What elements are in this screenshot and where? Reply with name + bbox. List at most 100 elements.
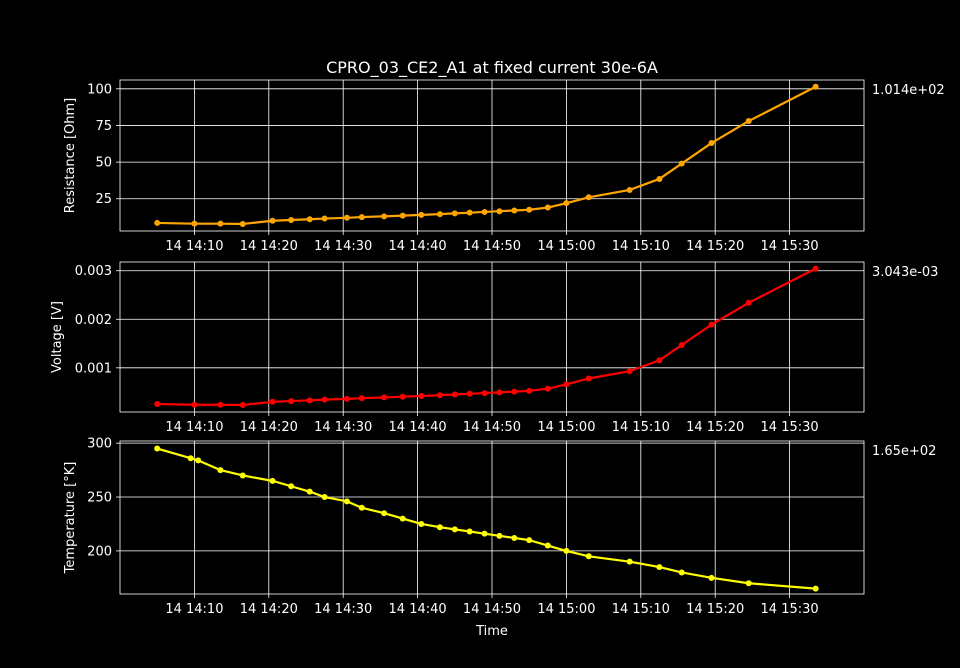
data-point — [239, 402, 246, 409]
last-value-label: 3.043e-03 — [872, 265, 938, 280]
data-point — [239, 220, 246, 227]
y-tick-label: 0.002 — [75, 313, 112, 328]
subplot-1: 14 14:10 14 14:20 14 14:30 14 14:40 14 14:50… — [63, 79, 945, 254]
x-tick-label: 14 15:20 — [686, 420, 744, 435]
data-point — [745, 118, 752, 125]
data-point — [217, 401, 224, 408]
data-point — [358, 214, 365, 221]
data-point — [451, 526, 458, 533]
y-axis-label: Voltage [V] — [50, 301, 65, 373]
last-value-label: 1.014e+02 — [872, 83, 945, 98]
data-point — [239, 472, 246, 479]
x-tick-label: 14 15:00 — [537, 602, 595, 617]
data-point — [526, 537, 533, 544]
x-tick-label: 14 14:10 — [165, 602, 223, 617]
subplots: 14 14:10 14 14:20 14 14:30 14 14:40 14 14:50… — [50, 79, 945, 639]
data-point — [481, 530, 488, 537]
x-tick-label: 14 15:20 — [686, 602, 744, 617]
series-line — [156, 447, 816, 590]
y-tick-label: 0.001 — [75, 361, 112, 376]
data-point — [418, 211, 425, 218]
data-point — [481, 390, 488, 397]
data-point — [343, 498, 350, 505]
y-tick-label: 100 — [87, 82, 112, 97]
data-point — [466, 528, 473, 535]
y-tick-label: 75 — [95, 119, 112, 134]
x-tick-label: 14 14:20 — [240, 602, 298, 617]
y-axis-label: Resistance [Ohm] — [63, 98, 78, 213]
data-point — [217, 220, 224, 227]
data-point — [708, 321, 715, 328]
x-tick-label: 14 14:50 — [463, 239, 521, 254]
data-point — [544, 542, 551, 549]
data-point — [154, 219, 161, 226]
x-tick-label: 14 14:30 — [314, 420, 372, 435]
data-point — [399, 393, 406, 400]
subplot-2: 14 14:10 14 14:20 14 14:30 14 14:40 14 14:50… — [50, 261, 938, 435]
data-point — [358, 395, 365, 402]
data-point — [154, 445, 161, 452]
data-point — [451, 391, 458, 398]
axes-frame — [119, 261, 865, 413]
data-point — [154, 400, 161, 407]
data-point — [187, 455, 194, 462]
x-tick-label: 14 15:00 — [537, 420, 595, 435]
data-point — [526, 206, 533, 213]
x-tick-label: 14 14:50 — [463, 420, 521, 435]
data-point — [511, 534, 518, 541]
data-point — [321, 396, 328, 403]
data-point — [563, 200, 570, 207]
data-point — [544, 204, 551, 211]
data-point — [436, 392, 443, 399]
data-point — [812, 585, 819, 592]
x-tick-label: 14 15:30 — [761, 239, 819, 254]
data-point — [511, 388, 518, 395]
axes-frame — [119, 440, 865, 595]
x-tick-label: 14 14:40 — [389, 420, 447, 435]
x-tick-label: 14 14:30 — [314, 602, 372, 617]
data-point — [399, 515, 406, 522]
y-tick-label: 50 — [95, 156, 112, 171]
data-point — [481, 208, 488, 215]
x-tick-label: 14 14:50 — [463, 602, 521, 617]
data-point — [745, 580, 752, 587]
data-point — [358, 504, 365, 511]
x-tick-label: 14 15:10 — [612, 602, 670, 617]
data-point — [269, 217, 276, 224]
subplot-3: 14 14:10 14 14:20 14 14:30 14 14:40 14 14:50… — [63, 437, 936, 639]
data-point — [306, 397, 313, 404]
data-point — [418, 392, 425, 399]
data-point — [656, 357, 663, 364]
data-point — [626, 186, 633, 193]
y-axis-label: Temperature [°K] — [63, 462, 78, 575]
data-point — [269, 398, 276, 405]
data-point — [321, 494, 328, 501]
data-point — [269, 477, 276, 484]
data-point — [678, 342, 685, 349]
x-tick-label: 14 15:20 — [686, 239, 744, 254]
data-point — [381, 394, 388, 401]
data-point — [585, 375, 592, 382]
x-tick-label: 14 15:00 — [537, 239, 595, 254]
data-point — [544, 385, 551, 392]
x-axis-label: Time — [475, 624, 508, 639]
x-tick-label: 14 14:10 — [165, 420, 223, 435]
data-point — [496, 389, 503, 396]
data-point — [399, 212, 406, 219]
data-point — [418, 520, 425, 527]
y-tick-label: 25 — [95, 192, 112, 207]
y-tick-label: 0.003 — [75, 264, 112, 279]
x-tick-label: 14 14:10 — [165, 239, 223, 254]
data-point — [626, 368, 633, 375]
data-point — [511, 207, 518, 214]
data-point — [451, 210, 458, 217]
data-point — [191, 401, 198, 408]
data-point — [563, 547, 570, 554]
x-tick-label: 14 14:20 — [240, 239, 298, 254]
x-tick-label: 14 15:10 — [612, 420, 670, 435]
data-point — [217, 467, 224, 474]
data-point — [288, 217, 295, 224]
data-point — [343, 395, 350, 402]
data-point — [466, 390, 473, 397]
